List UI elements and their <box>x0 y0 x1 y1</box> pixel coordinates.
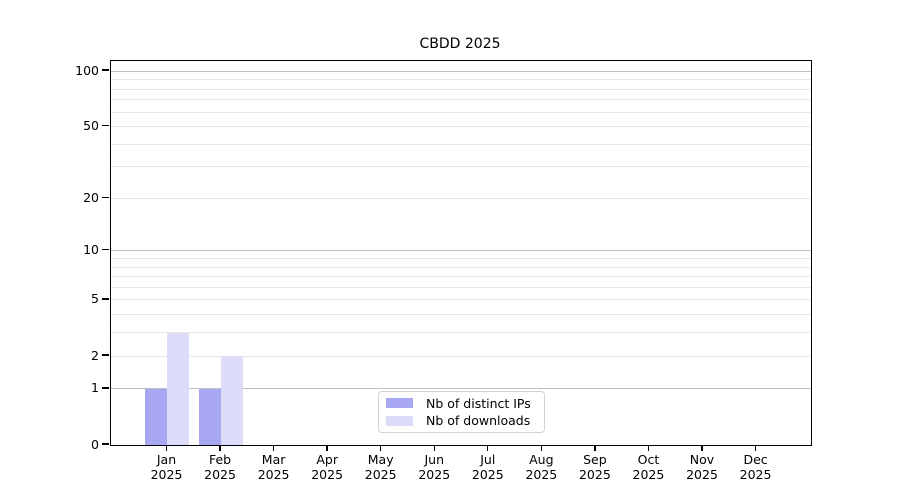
y-axis-label-2: 2 <box>91 347 99 363</box>
x-axis-label-jul: Jul 2025 <box>471 452 504 482</box>
gridline-major-y100 <box>111 70 811 72</box>
legend-swatch-distinct-ips <box>386 398 413 409</box>
y-axis-tick-20 <box>101 196 109 199</box>
gridline-minor-y60 <box>111 111 811 113</box>
gridline-minor-y70 <box>111 99 811 101</box>
y-axis-label-50: 50 <box>83 118 99 134</box>
y-axis-tick-1 <box>101 387 109 389</box>
gridline-minor-y6 <box>111 286 811 288</box>
x-axis-label-dec: Dec 2025 <box>739 452 772 482</box>
y-axis-label-100: 100 <box>75 62 99 78</box>
y-axis-tick-10 <box>101 249 109 251</box>
legend-label-distinct-ips: Nb of distinct IPs <box>426 395 531 411</box>
gridline-minor-y40 <box>111 143 811 145</box>
legend-item-distinct-ips: Nb of distinct IPs <box>385 395 538 412</box>
x-axis-label-mar: Mar 2025 <box>257 452 290 482</box>
y-axis-label-10: 10 <box>83 242 99 258</box>
x-axis-tick-may <box>380 445 382 451</box>
gridline-minor-y3 <box>111 332 811 334</box>
x-axis-label-aug: Aug 2025 <box>525 452 558 482</box>
gridline-minor-y80 <box>111 88 811 90</box>
bar-downloads-feb <box>220 356 243 445</box>
bar-downloads-jan <box>167 332 189 445</box>
y-axis-label-1: 1 <box>91 380 99 396</box>
x-axis-tick-aug <box>540 445 543 451</box>
gridline-minor-y20 <box>111 197 811 199</box>
legend-swatch-downloads <box>386 415 413 426</box>
x-axis-label-jun: Jun 2025 <box>418 452 451 482</box>
y-axis-label-0: 0 <box>91 436 99 452</box>
x-axis-label-may: May 2025 <box>364 452 397 482</box>
legend-item-downloads: Nb of downloads <box>385 413 538 430</box>
gridline-minor-y7 <box>111 276 811 278</box>
x-axis-label-nov: Nov 2025 <box>686 452 718 482</box>
legend: Nb of distinct IPs Nb of downloads <box>378 391 545 433</box>
x-axis-tick-nov <box>701 445 703 451</box>
gridline-minor-y90 <box>111 79 811 81</box>
y-axis-tick-5 <box>101 298 109 300</box>
gridline-minor-y30 <box>111 166 811 168</box>
y-axis-tick-50 <box>101 124 109 127</box>
x-axis-label-feb: Feb 2025 <box>204 452 236 482</box>
bar-distinct-ips-feb <box>198 388 221 445</box>
gridline-major-y10 <box>111 250 811 252</box>
chart-title: CBDD 2025 <box>419 36 501 52</box>
x-axis-tick-mar <box>272 445 275 451</box>
gridline-minor-y4 <box>111 314 811 316</box>
x-axis-label-apr: Apr 2025 <box>311 452 344 482</box>
gridline-minor-y5 <box>111 299 811 301</box>
gridline-minor-y9 <box>111 257 811 259</box>
y-axis-tick-100 <box>101 69 109 71</box>
y-axis-tick-0 <box>101 443 109 445</box>
plot-area <box>110 60 812 446</box>
legend-label-downloads: Nb of downloads <box>426 413 531 429</box>
x-axis-tick-sep <box>594 445 596 451</box>
y-axis-tick-2 <box>101 354 109 356</box>
x-axis-tick-feb <box>219 445 221 451</box>
gridline-minor-y8 <box>111 266 811 268</box>
x-axis-tick-jun <box>433 445 435 451</box>
y-axis-label-20: 20 <box>83 189 99 205</box>
x-axis-label-oct: Oct 2025 <box>632 452 665 482</box>
gridline-minor-y2 <box>111 355 811 357</box>
x-axis-tick-jul <box>487 445 489 451</box>
gridline-major-y1 <box>111 388 811 390</box>
y-axis-label-5: 5 <box>91 291 99 307</box>
x-axis-tick-dec <box>754 445 757 451</box>
x-axis-label-jan: Jan 2025 <box>150 452 183 482</box>
x-axis-tick-jan <box>165 445 168 451</box>
x-axis-tick-apr <box>326 445 328 451</box>
bar-distinct-ips-jan <box>145 388 167 445</box>
x-axis-label-sep: Sep 2025 <box>578 452 611 482</box>
x-axis-tick-oct <box>647 445 650 451</box>
gridline-minor-y50 <box>111 126 811 128</box>
